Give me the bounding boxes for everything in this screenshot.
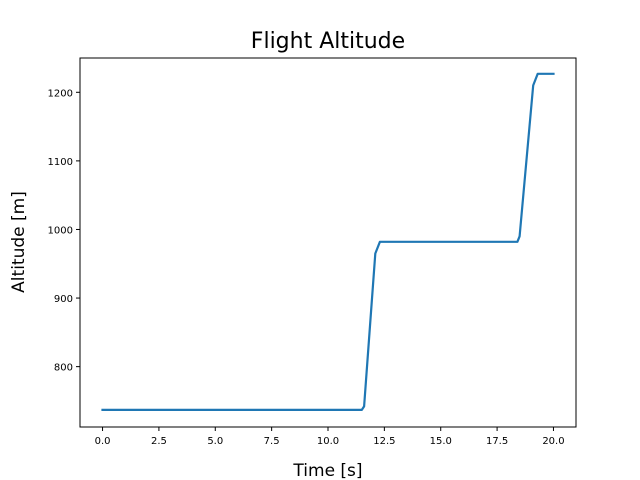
x-tick-label: 17.5 <box>486 436 508 447</box>
y-tick-label: 1200 <box>48 88 73 99</box>
altitude-line <box>101 72 555 411</box>
x-tick-label: 15.0 <box>430 436 452 447</box>
y-tick-label: 1100 <box>48 157 73 168</box>
x-tick-label: 5.0 <box>207 436 223 447</box>
series-layer <box>101 72 555 411</box>
x-axis-ticks: 0.0 2.5 5.0 7.5 10.0 12.5 15.0 17.5 20.0 <box>95 427 565 447</box>
x-tick-label: 10.0 <box>317 436 339 447</box>
y-axis-label: Altitude [m] <box>9 191 29 293</box>
y-tick-label: 800 <box>54 363 73 374</box>
y-axis-ticks: 800 900 1000 1100 1200 <box>48 88 80 374</box>
x-tick-label: 0.0 <box>95 436 111 447</box>
y-tick-label: 1000 <box>48 225 73 236</box>
x-tick-label: 7.5 <box>264 436 280 447</box>
chart-title: Flight Altitude <box>251 29 405 54</box>
y-tick-label: 900 <box>54 294 73 305</box>
x-tick-label: 12.5 <box>373 436 395 447</box>
x-tick-label: 2.5 <box>151 436 167 447</box>
plot-frame <box>79 57 577 428</box>
x-axis-label: Time [s] <box>292 461 362 480</box>
x-tick-label: 20.0 <box>542 436 564 447</box>
